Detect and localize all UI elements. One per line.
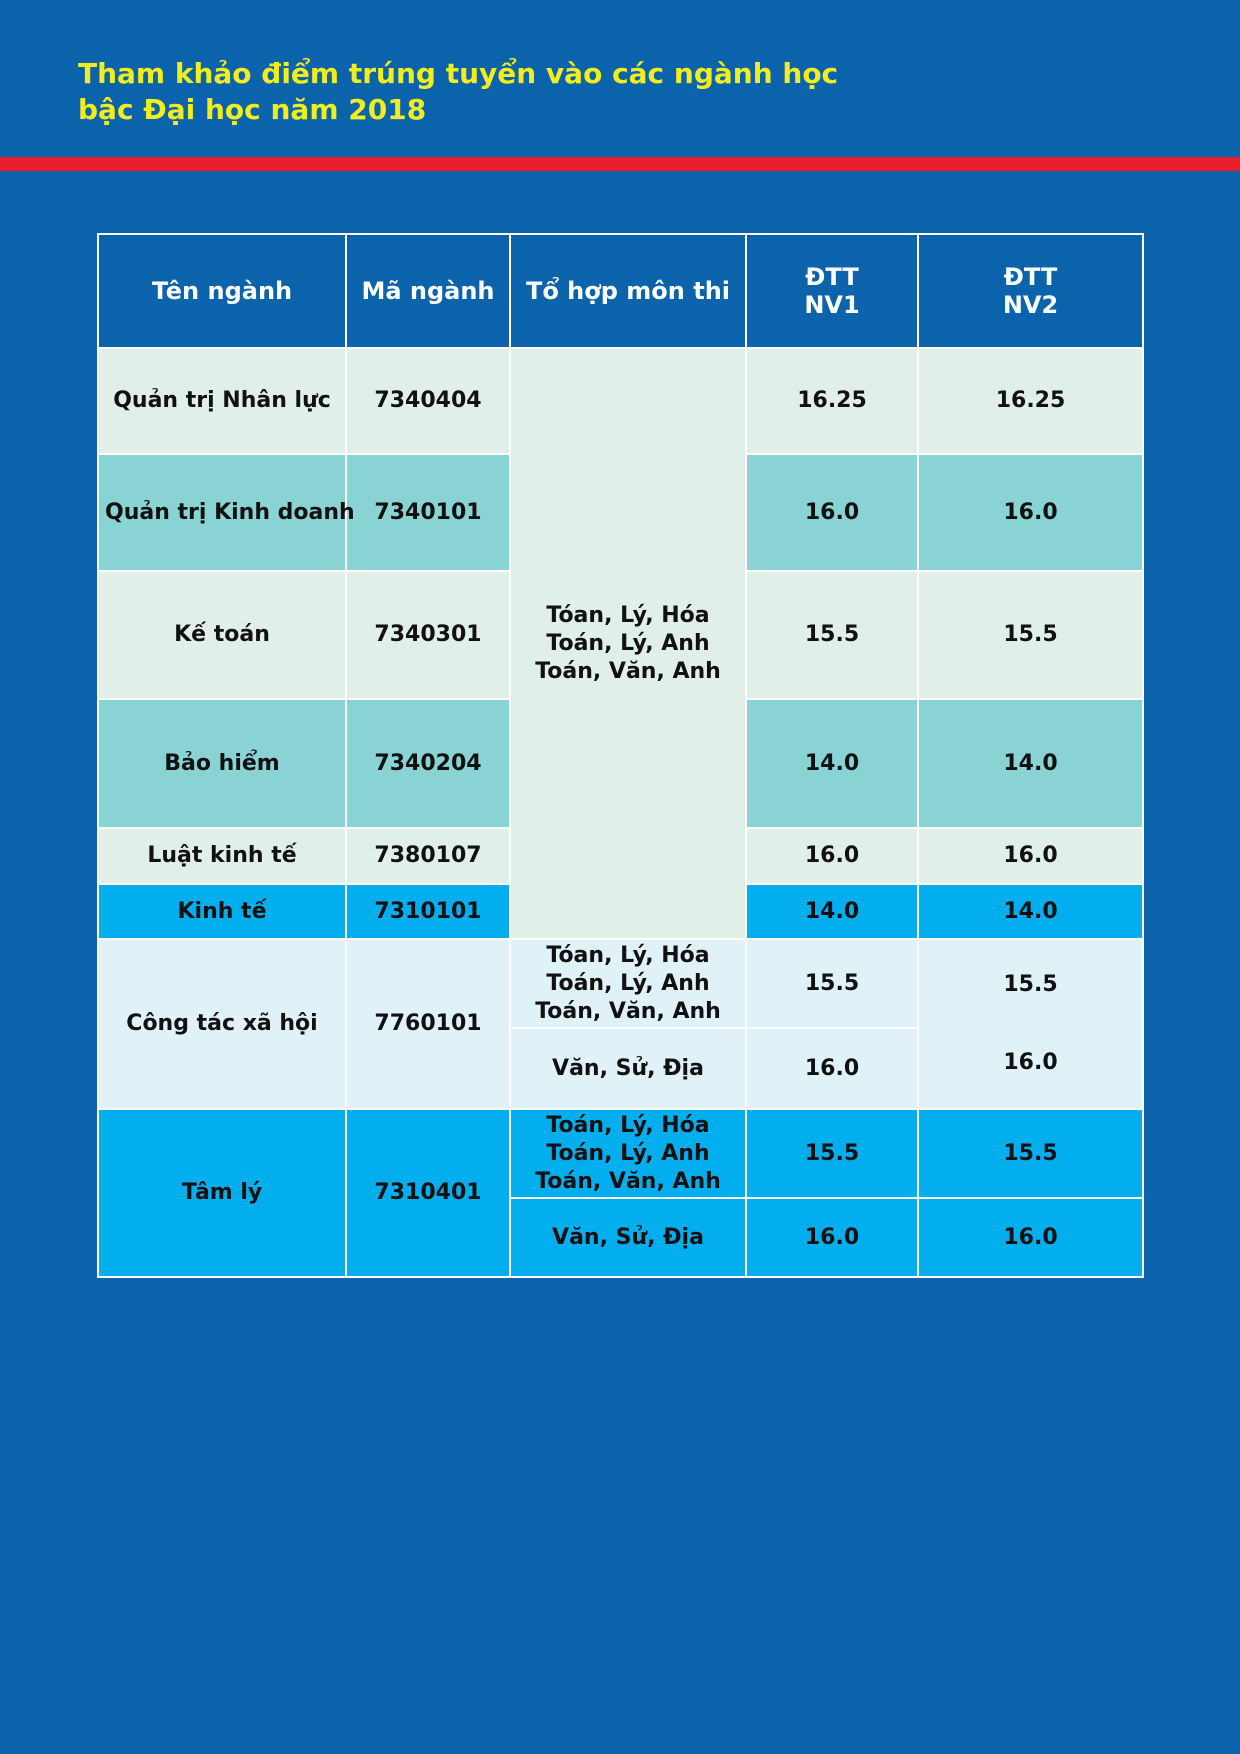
score-nv1-cell: 16.25 [745, 347, 919, 455]
header-nv1-line-1: ĐTT [805, 263, 859, 291]
score-nv2-merged-cell: 15.5 16.0 [917, 938, 1144, 1110]
major-code-cell: 7340204 [345, 698, 511, 829]
combo-line: Toán, Văn, Anh [535, 998, 721, 1024]
combo-line: Tóan, Lý, Hóa [546, 602, 710, 628]
score-nv2-cell: 14.0 [917, 883, 1144, 940]
page-title: Tham khảo điểm trúng tuyển vào các ngành… [78, 56, 838, 128]
score-nv1-cell: 16.0 [745, 827, 919, 885]
major-code-cell: 7340404 [345, 347, 511, 455]
score-nv1-cell: 14.0 [745, 698, 919, 829]
major-name-cell: Kinh tế [97, 883, 347, 940]
score-nv1-cell: 16.0 [745, 1197, 919, 1278]
major-code-cell: 7340301 [345, 570, 511, 700]
score-nv1-cell: 15.5 [745, 938, 919, 1029]
score-nv1-cell: 16.0 [745, 453, 919, 572]
admission-scores-table: Tên ngành Mã ngành Tổ hợp môn thi ĐTT NV… [97, 233, 1144, 1278]
score-nv2-value: 15.5 [1003, 972, 1058, 997]
major-name-cell: Công tác xã hội [97, 938, 347, 1110]
table-row: Quản trị Nhân lực 7340404 Tóan, Lý, Hóa … [97, 347, 1144, 940]
header-score-nv1: ĐTT NV1 [745, 233, 919, 349]
header-subject-combo: Tổ hợp môn thi [509, 233, 747, 349]
header-score-nv2: ĐTT NV2 [917, 233, 1144, 349]
shared-subject-combo-cell: Tóan, Lý, Hóa Toán, Lý, Anh Toán, Văn, A… [509, 347, 747, 940]
major-name-cell: Quản trị Nhân lực [97, 347, 347, 455]
score-nv2-cell: 16.0 [917, 827, 1144, 885]
table-header-row: Tên ngành Mã ngành Tổ hợp môn thi ĐTT NV… [97, 233, 1144, 349]
score-nv2-cell: 16.0 [917, 1197, 1144, 1278]
header-major-code: Mã ngành [345, 233, 511, 349]
red-divider-bar [0, 157, 1240, 171]
table-row: Tâm lý 7310401 Toán, Lý, Hóa Toán, Lý, A… [97, 1108, 1144, 1278]
page-title-line-1: Tham khảo điểm trúng tuyển vào các ngành… [78, 57, 839, 90]
major-name-cell: Quản trị Kinh doanh [97, 453, 355, 572]
score-nv1-cell: 14.0 [745, 883, 919, 940]
score-nv2-cell: 15.5 [917, 570, 1144, 700]
combo-line: Toán, Lý, Anh [546, 1140, 710, 1166]
header-major-name: Tên ngành [97, 233, 347, 349]
score-nv2-cell: 16.25 [917, 347, 1144, 455]
score-nv1-cell: 15.5 [745, 1108, 919, 1199]
combo-line: Toán, Lý, Anh [546, 630, 710, 656]
combo-line: Toán, Văn, Anh [535, 1168, 721, 1194]
major-code-cell: 7340101 [345, 453, 511, 572]
major-code-cell: 7310101 [345, 883, 511, 940]
header-nv2-line-2: NV2 [1002, 291, 1059, 319]
table-row: Công tác xã hội 7760101 Tóan, Lý, Hóa To… [97, 938, 1144, 1110]
major-name-cell: Luật kinh tế [97, 827, 347, 885]
major-name-cell: Tâm lý [97, 1108, 347, 1278]
header-nv1-line-2: NV1 [804, 291, 860, 319]
combo-line: Tóan, Lý, Hóa [546, 942, 710, 968]
combo-line: Toán, Lý, Anh [546, 970, 710, 996]
score-nv1-cell: 16.0 [745, 1027, 919, 1110]
score-nv2-cell: 15.5 [917, 1108, 1144, 1199]
major-name-cell: Kế toán [97, 570, 347, 700]
major-name-cell: Bảo hiểm [97, 698, 347, 829]
major-code-cell: 7310401 [345, 1108, 511, 1278]
major-code-cell: 7760101 [345, 938, 511, 1110]
subject-combo-cell: Toán, Lý, Hóa Toán, Lý, Anh Toán, Văn, A… [509, 1108, 747, 1199]
subject-combo-cell: Văn, Sử, Địa [509, 1027, 747, 1110]
table-row: Kinh tế 7310101 14.0 14.0 [97, 883, 1144, 940]
score-nv2-value: 16.0 [1003, 1050, 1058, 1075]
combo-line: Toán, Văn, Anh [535, 658, 721, 684]
page-title-line-2: bậc Đại học năm 2018 [78, 93, 427, 126]
major-code-cell: 7380107 [345, 827, 511, 885]
subject-combo-cell: Văn, Sử, Địa [509, 1197, 747, 1278]
header-nv2-line-1: ĐTT [1003, 263, 1058, 291]
score-nv2-cell: 16.0 [917, 453, 1144, 572]
combo-line: Toán, Lý, Hóa [546, 1112, 710, 1138]
score-nv1-cell: 15.5 [745, 570, 919, 700]
score-nv2-cell: 14.0 [917, 698, 1144, 829]
subject-combo-cell: Tóan, Lý, Hóa Toán, Lý, Anh Toán, Văn, A… [509, 938, 747, 1029]
